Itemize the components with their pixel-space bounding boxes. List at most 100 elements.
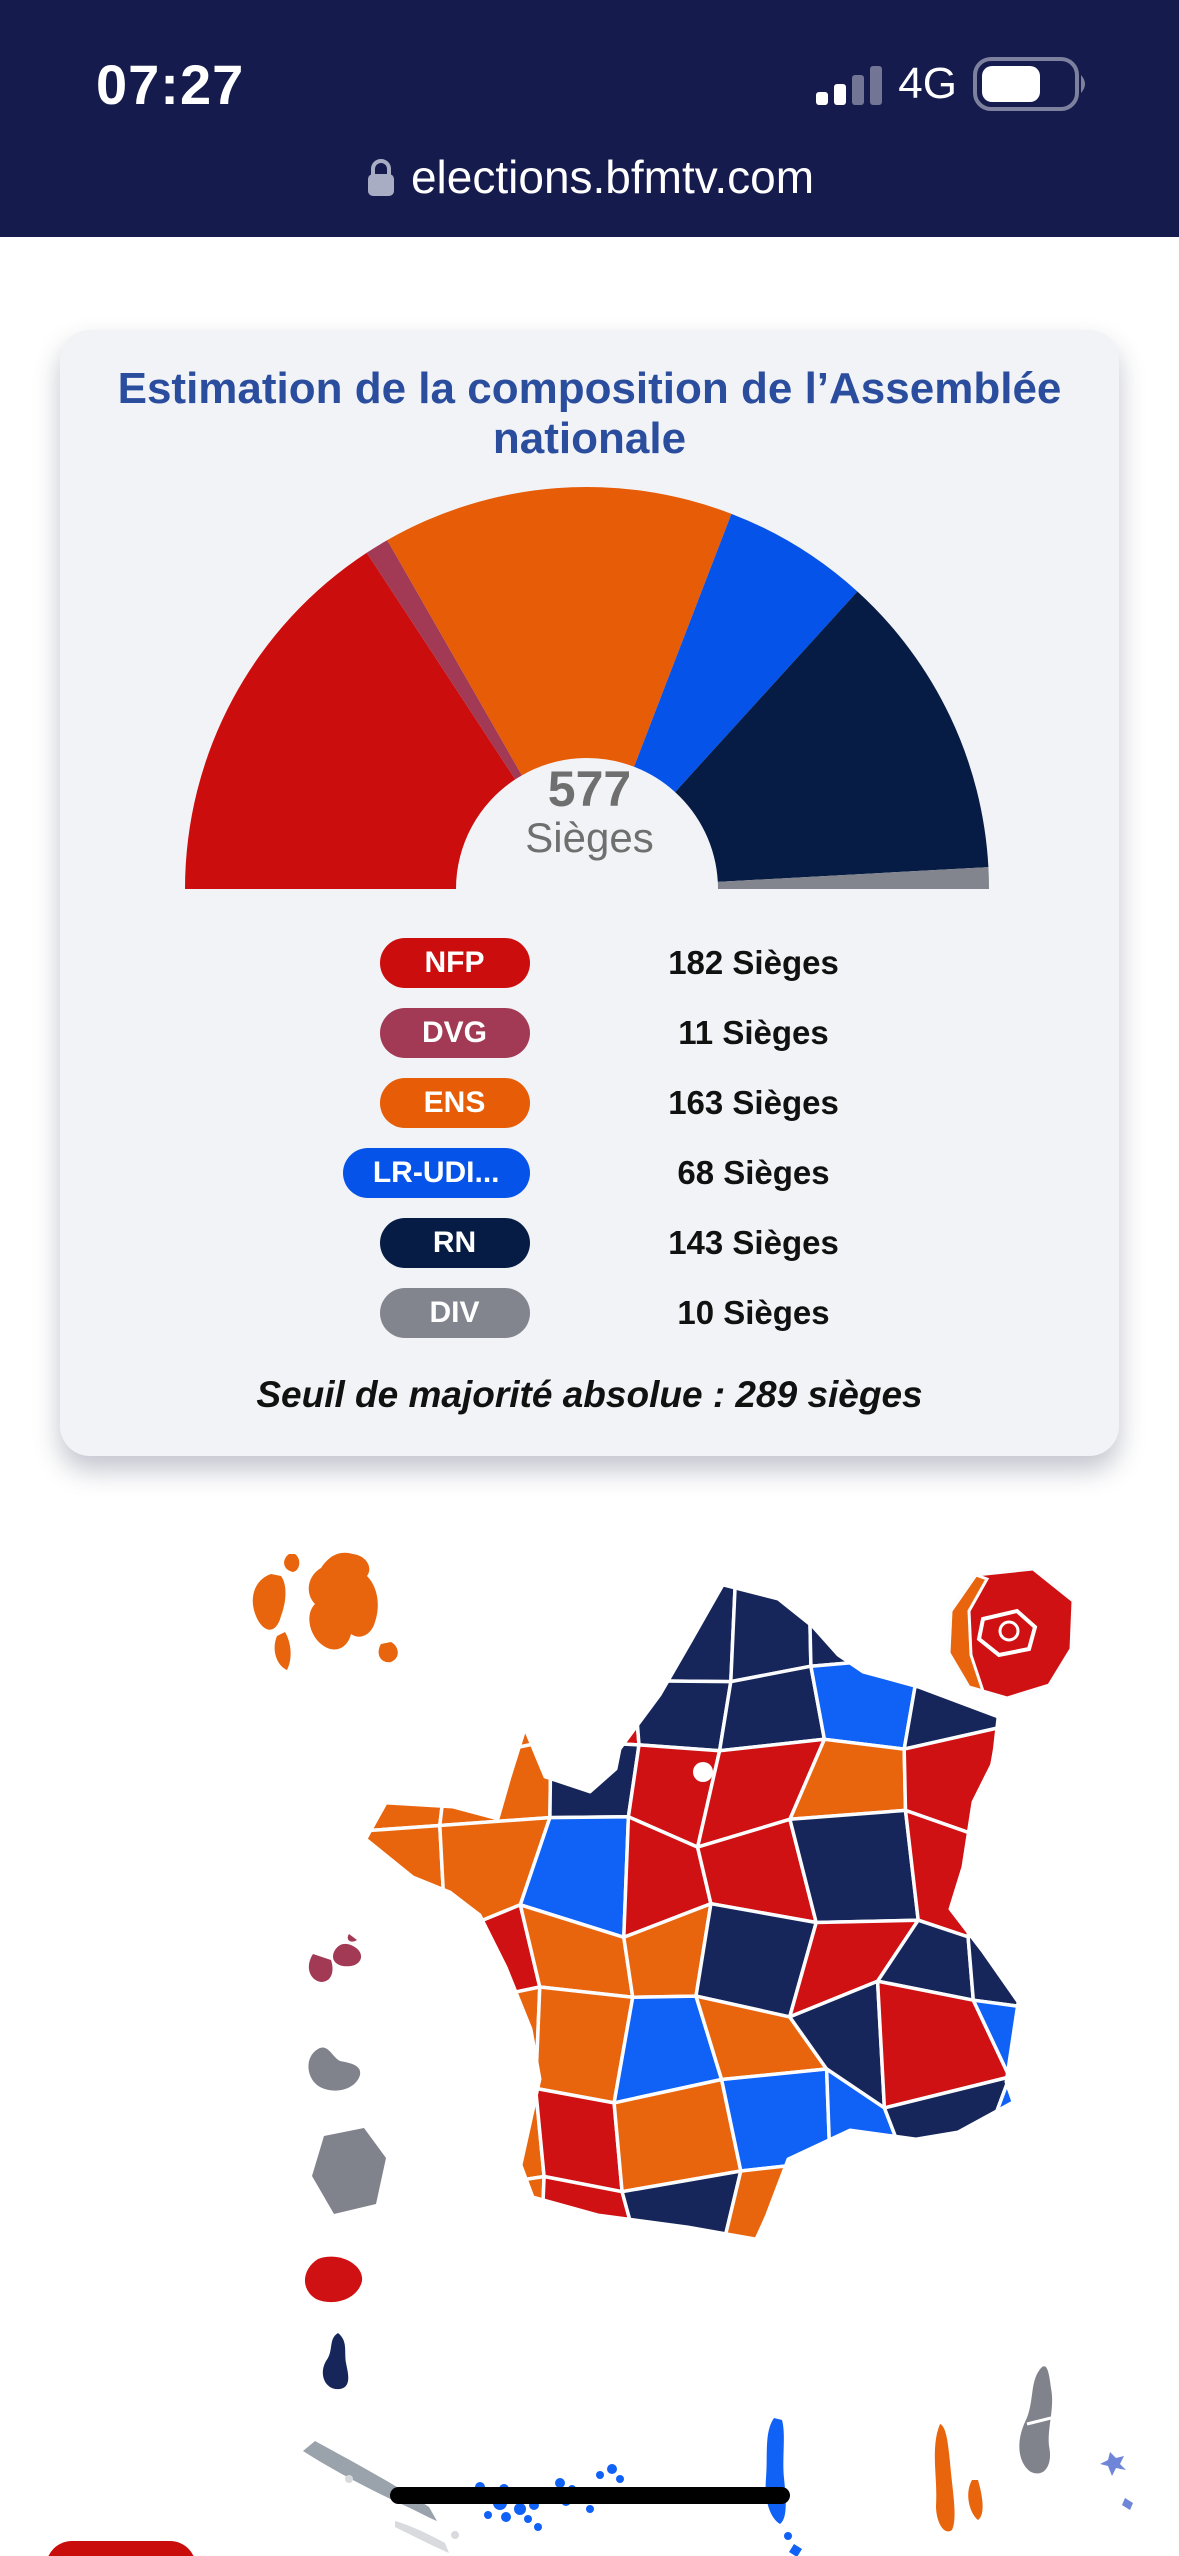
department-cell[interactable] <box>880 2243 988 2342</box>
map-idf-inset[interactable] <box>947 1567 1075 1700</box>
hemicycle-segment-DVG[interactable] <box>366 540 522 780</box>
department-cell[interactable] <box>613 2333 738 2449</box>
island-dot <box>616 2475 624 2483</box>
department-cell[interactable] <box>548 1738 641 1820</box>
party-pill-DVG[interactable]: DVG <box>379 1008 530 1058</box>
department-cell[interactable] <box>979 2243 1082 2360</box>
department-cell[interactable] <box>538 2333 649 2449</box>
hemicycle-segment-DIV[interactable] <box>717 867 989 889</box>
party-pill-LRUDI[interactable]: LR-UDI... <box>342 1148 530 1198</box>
seats-legend: NFP 182 Sièges DVG 11 Sièges ENS 163 Sièges LR… <box>230 928 950 1348</box>
department-cell[interactable] <box>460 2073 546 2192</box>
island-dot <box>501 2512 511 2522</box>
department-cell[interactable] <box>721 2326 808 2440</box>
party-pill-RN[interactable]: RN <box>379 1218 530 1268</box>
island-dot <box>534 2523 542 2531</box>
url-bar[interactable]: elections.bfmtv.com <box>0 150 1179 204</box>
department-cell[interactable] <box>880 2330 988 2447</box>
department-cell[interactable] <box>729 1562 813 1684</box>
department-cell[interactable] <box>821 2159 911 2268</box>
legend-row: ENS 163 Sièges <box>230 1068 950 1138</box>
department-cell[interactable] <box>342 1823 448 1938</box>
island-dot <box>484 2511 492 2519</box>
party-seats: 11 Sièges <box>678 1014 829 1051</box>
map-overseas-islet-slate[interactable] <box>1100 2452 1126 2476</box>
department-cell[interactable] <box>905 2164 981 2259</box>
lock-icon <box>367 159 394 196</box>
department-cell[interactable] <box>966 1816 1089 1939</box>
department-cell[interactable] <box>721 2159 832 2268</box>
map-overseas-mayotte[interactable] <box>322 2333 349 2390</box>
department-cell[interactable] <box>549 1679 641 1747</box>
map-overseas-martinique[interactable] <box>308 2047 361 2091</box>
legend-row: NFP 182 Sièges <box>230 928 950 998</box>
hemicycle-segment-RN[interactable] <box>675 591 989 882</box>
department-cell[interactable] <box>538 2272 644 2338</box>
map-overseas-reunion[interactable] <box>304 2256 363 2303</box>
status-time: 07:27 <box>96 52 245 116</box>
island-dot <box>586 2505 594 2513</box>
map-overseas-islet-orange[interactable] <box>934 2424 983 2532</box>
department-cell[interactable] <box>339 1750 449 1833</box>
department-cell[interactable] <box>364 2007 467 2106</box>
map-overseas-guadeloupe[interactable] <box>308 1934 362 1982</box>
map-corsica[interactable] <box>1019 2366 1053 2474</box>
department-cell[interactable] <box>445 2333 541 2445</box>
hemicycle-segment-ENS[interactable] <box>387 487 732 776</box>
department-cell[interactable] <box>550 1562 641 1683</box>
department-cell[interactable] <box>432 1985 542 2091</box>
france-results-map[interactable] <box>60 1456 1133 2556</box>
map-overseas-islet-tiny[interactable] <box>1122 2498 1133 2510</box>
party-pill-ENS[interactable]: ENS <box>379 1078 530 1128</box>
hemicycle-segment-LR-UDI...[interactable] <box>634 513 858 793</box>
hemicycle-segment-NFP[interactable] <box>185 552 516 889</box>
majority-note: Seuil de majorité absolue : 289 sièges <box>256 1374 923 1415</box>
bottom-red-button[interactable] <box>46 2541 196 2556</box>
legend-row: RN 143 Sièges <box>230 1208 950 1278</box>
url-text: elections.bfmtv.com <box>410 151 815 203</box>
department-cell[interactable] <box>339 1656 449 1764</box>
party-seats: 10 Sièges <box>677 1294 830 1331</box>
department-cell[interactable] <box>341 2351 447 2445</box>
department-cell[interactable] <box>445 2270 540 2351</box>
party-pill-DIV[interactable]: DIV <box>379 1288 530 1338</box>
department-cell[interactable] <box>342 1908 448 2027</box>
department-cell[interactable] <box>613 2244 724 2338</box>
page-title: Estimation de la composition de l’Assemb… <box>117 364 1062 463</box>
results-card: Estimation de la composition de l’Assemb… <box>60 330 1119 1456</box>
department-cell[interactable] <box>807 1568 922 1668</box>
department-cell[interactable] <box>809 1654 922 1751</box>
cellular-signal-icon <box>816 66 883 105</box>
network-type-label: 4G <box>898 59 957 108</box>
legend-row: DIV 10 Sièges <box>230 1278 950 1348</box>
department-cell[interactable] <box>971 1998 1097 2079</box>
party-seats: 143 Sièges <box>668 1224 839 1261</box>
department-cell[interactable] <box>428 1557 554 1683</box>
party-seats: 182 Sièges <box>668 944 839 981</box>
department-cell[interactable] <box>970 2342 1072 2446</box>
department-cell[interactable] <box>632 1562 738 1684</box>
department-cell[interactable] <box>805 2326 882 2440</box>
party-pill-NFP[interactable]: NFP <box>379 938 530 988</box>
party-seats: 163 Sièges <box>668 1084 839 1121</box>
island-dot <box>514 2503 526 2515</box>
department-cell[interactable] <box>721 2244 823 2332</box>
department-cell[interactable] <box>971 2169 1098 2263</box>
department-cell[interactable] <box>808 2259 909 2330</box>
hemicycle-container: 577 Sièges <box>60 468 1119 898</box>
home-indicator[interactable] <box>390 2487 790 2504</box>
battery-icon <box>973 57 1085 111</box>
department-cell[interactable] <box>632 1679 733 1753</box>
paris-dot <box>693 1762 713 1782</box>
status-bar: 07:27 4G election <box>0 0 1179 237</box>
department-cell[interactable] <box>620 2169 743 2273</box>
party-seats: 68 Sièges <box>677 1154 830 1191</box>
map-overseas-guyane[interactable] <box>312 2128 386 2214</box>
legend-row: DVG 11 Sièges <box>230 998 950 1068</box>
island-dot <box>596 2471 604 2479</box>
department-cell[interactable] <box>719 2067 832 2173</box>
hemicycle-chart[interactable] <box>60 468 1122 898</box>
island-dot <box>607 2464 617 2474</box>
map-world-inset[interactable] <box>252 1552 398 1670</box>
